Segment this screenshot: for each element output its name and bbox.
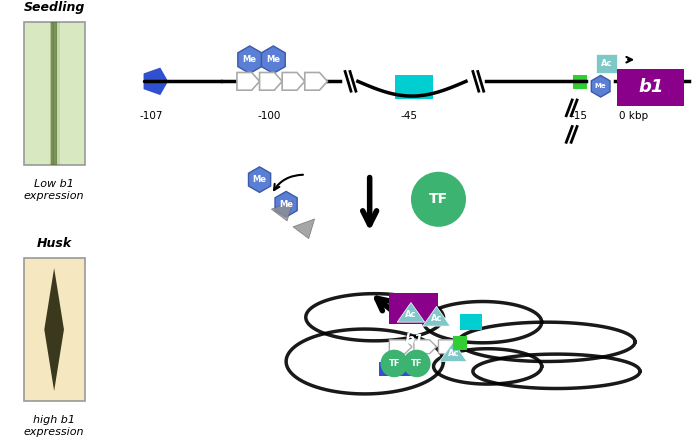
Text: Husk: Husk	[36, 237, 71, 250]
Bar	[617, 68, 684, 106]
Polygon shape	[44, 268, 64, 391]
Text: TF: TF	[411, 359, 423, 368]
Polygon shape	[144, 67, 168, 95]
Text: Ac: Ac	[405, 310, 416, 319]
FancyArrow shape	[414, 340, 437, 354]
Text: TF: TF	[389, 359, 400, 368]
Text: 0 kbp: 0 kbp	[619, 111, 648, 121]
Bar	[53, 22, 57, 165]
Text: b1: b1	[638, 78, 664, 96]
Text: -100: -100	[258, 111, 281, 121]
Text: Me: Me	[266, 55, 280, 64]
Bar	[56, 22, 60, 165]
FancyArrow shape	[438, 340, 461, 354]
Polygon shape	[272, 201, 293, 221]
Bar	[460, 314, 482, 330]
Polygon shape	[397, 303, 425, 322]
Bar	[453, 336, 467, 350]
Text: Me: Me	[595, 83, 606, 89]
FancyArrow shape	[237, 72, 260, 90]
Text: -45: -45	[400, 111, 417, 121]
Circle shape	[411, 172, 466, 227]
FancyArrow shape	[260, 72, 282, 90]
FancyArrow shape	[282, 72, 304, 90]
Circle shape	[381, 350, 408, 377]
Polygon shape	[293, 219, 314, 239]
Polygon shape	[596, 54, 617, 73]
Polygon shape	[440, 342, 467, 362]
Text: Me: Me	[279, 200, 293, 209]
Bar	[51, 22, 57, 165]
Text: Seedling: Seedling	[23, 1, 85, 14]
Bar	[24, 22, 85, 165]
Bar	[50, 22, 54, 165]
Bar	[389, 293, 438, 324]
Bar	[379, 363, 419, 376]
FancyArrow shape	[304, 72, 328, 90]
Text: Ac: Ac	[430, 314, 442, 323]
Text: b1: b1	[404, 333, 424, 347]
Text: Me: Me	[253, 175, 267, 184]
FancyArrow shape	[389, 340, 412, 354]
Text: Me: Me	[243, 55, 257, 64]
Text: -107: -107	[140, 111, 163, 121]
Text: Ac: Ac	[601, 59, 612, 68]
Text: Ac: Ac	[447, 349, 459, 358]
Bar	[24, 258, 85, 401]
Circle shape	[403, 350, 430, 377]
Polygon shape	[423, 307, 450, 326]
Text: -15: -15	[570, 111, 587, 121]
Text: TF: TF	[429, 192, 448, 206]
Text: Low b1
expression: Low b1 expression	[24, 179, 85, 201]
Text: high b1
expression: high b1 expression	[24, 414, 85, 437]
Bar	[573, 76, 587, 89]
Bar	[395, 76, 433, 99]
